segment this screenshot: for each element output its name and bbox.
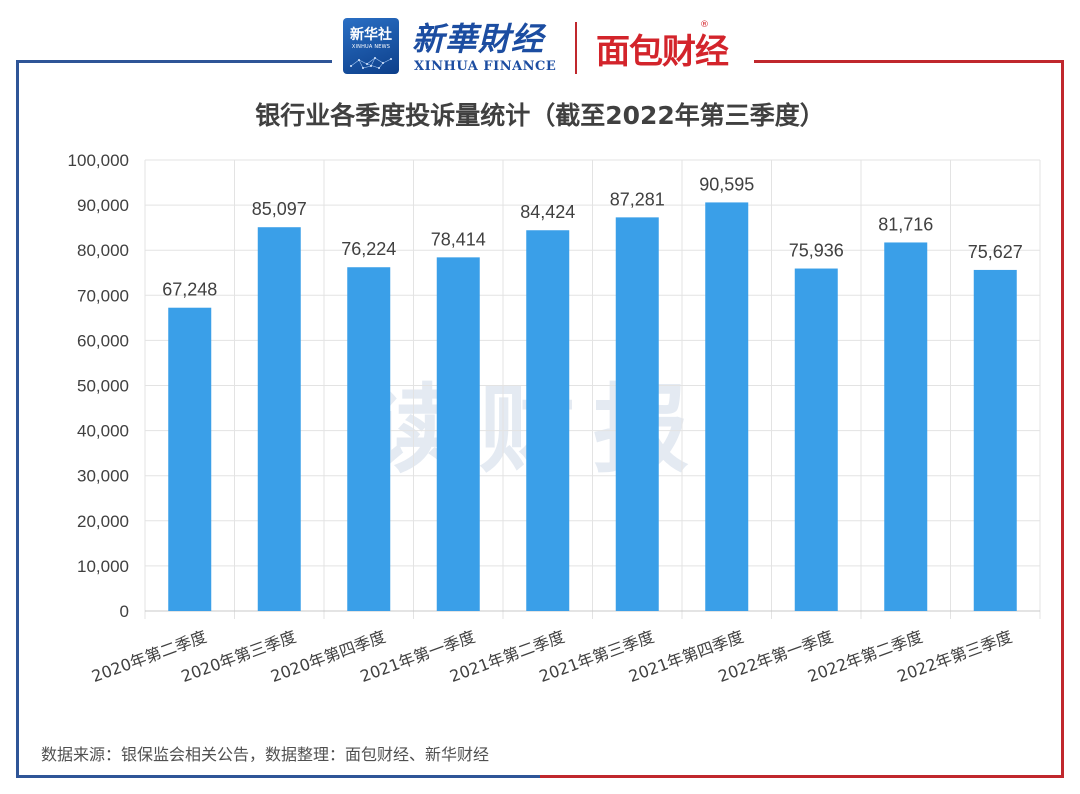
y-tick-label: 100,000 [68,151,129,170]
frame-right [1061,60,1064,778]
y-tick-label: 50,000 [77,377,129,396]
chart-title: 银行业各季度投诉量统计（截至2022年第三季度） [255,101,825,130]
frame-bottom [16,775,1064,778]
frame-top-right [754,60,1064,63]
xinhua-finance-logo-cn: 新華財经 [412,20,545,58]
xinhua-badge-cn: 新华社 [350,27,392,43]
data-label: 84,424 [520,202,575,222]
source-note: 数据来源：银保监会相关公告，数据整理：面包财经、新华财经 [41,745,490,764]
y-tick-label: 30,000 [77,467,129,486]
frame-top-left [16,60,332,63]
network-dots-icon [350,57,392,69]
bar [705,202,749,611]
data-label: 67,248 [162,280,217,300]
bar [526,230,570,612]
data-label: 85,097 [252,199,307,219]
logo-separator [575,22,577,74]
data-label: 78,414 [431,229,486,249]
data-label: 81,716 [878,214,933,234]
xinhua-finance-logo-en: XINHUA FINANCE [414,59,557,74]
bar [257,227,301,611]
bar [973,269,1017,611]
data-label: 75,627 [968,242,1023,262]
mianbao-finance-logo: 面包财经 [596,32,729,72]
frame-left [16,60,19,778]
registered-mark: ® [700,20,709,30]
y-tick-label: 0 [120,602,129,621]
bar [347,267,391,611]
y-tick-label: 90,000 [77,196,129,215]
y-tick-label: 70,000 [77,286,129,305]
bar [168,307,212,611]
y-tick-label: 20,000 [77,512,129,531]
bar [615,217,659,612]
y-tick-label: 80,000 [77,241,129,260]
bar [884,242,928,611]
xinhua-news-logo: 新华社 XINHUA NEWS [343,18,399,74]
bar [436,257,480,611]
data-label: 76,224 [341,239,396,259]
y-tick-label: 10,000 [77,557,129,576]
data-label: 75,936 [789,241,844,261]
data-label: 90,595 [699,174,754,194]
xinhua-badge-en: XINHUA NEWS [351,44,391,50]
y-tick-label: 40,000 [77,422,129,441]
y-tick-label: 60,000 [77,331,129,350]
data-label: 87,281 [610,189,665,209]
bar [794,268,838,611]
